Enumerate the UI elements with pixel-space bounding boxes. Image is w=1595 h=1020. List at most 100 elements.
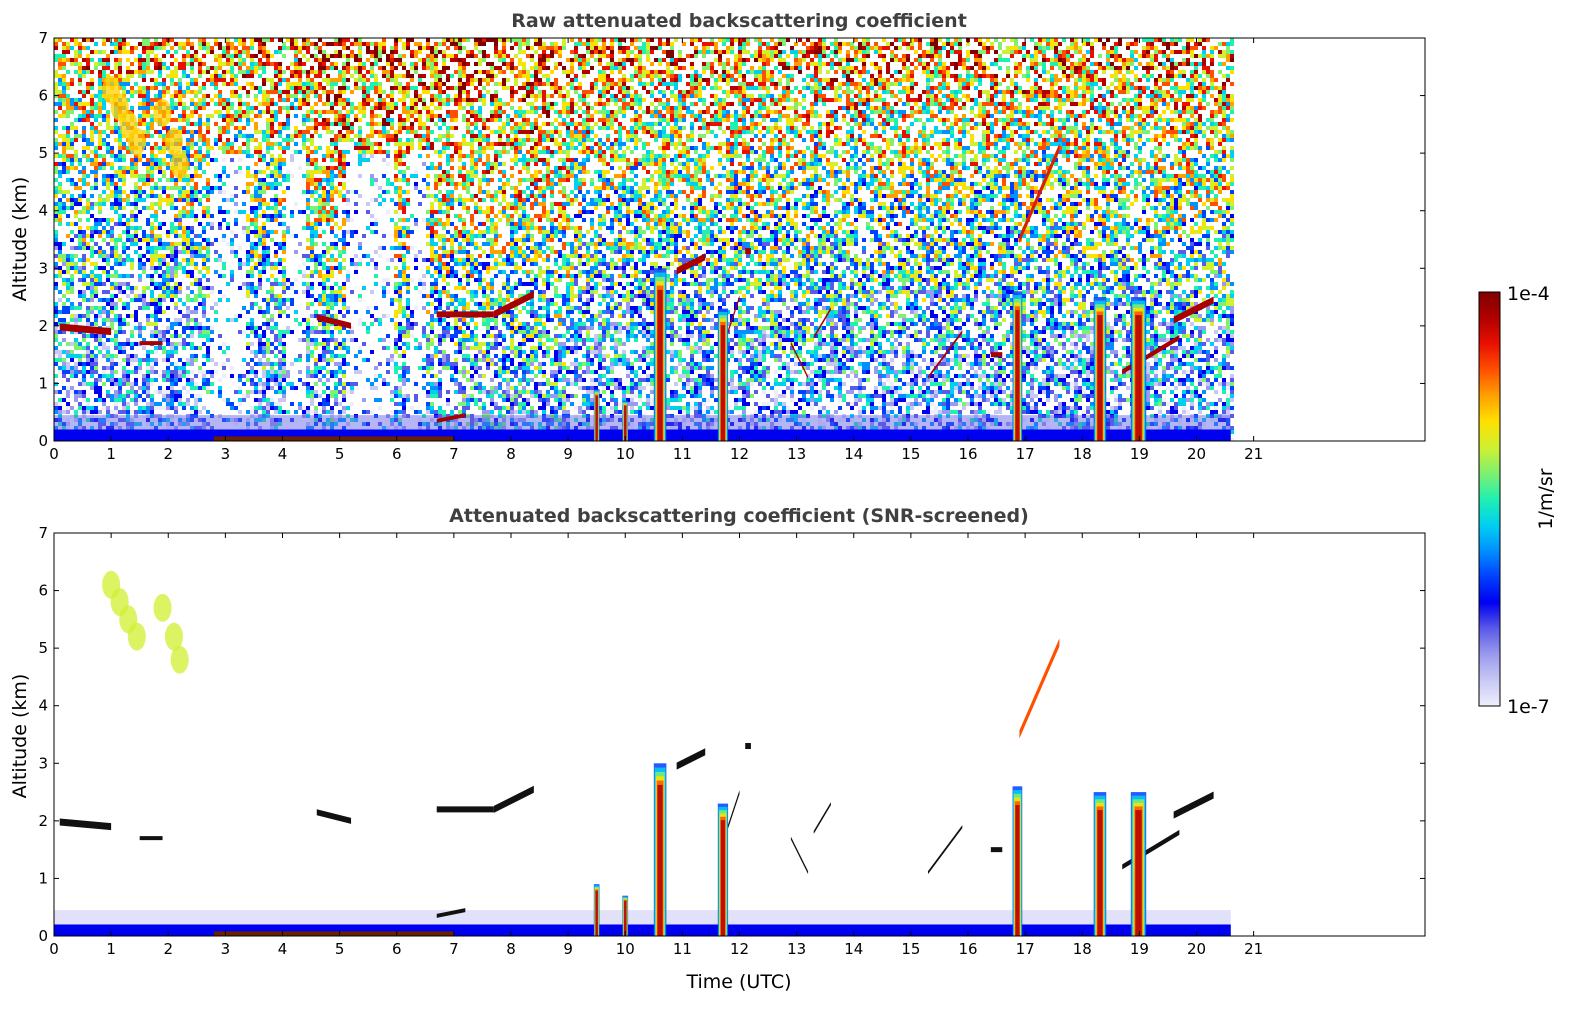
plume-blob <box>153 98 172 127</box>
x-tick-label: 18 <box>1073 445 1092 463</box>
x-tick-label: 9 <box>563 445 573 463</box>
x-tick-label: 15 <box>901 940 920 958</box>
colorbar-min-label: 1e-7 <box>1507 696 1550 718</box>
y-tick-label: 6 <box>38 87 48 105</box>
cloud-layer <box>139 836 163 841</box>
chart-title-screened: Attenuated backscattering coefficient (S… <box>449 505 1029 527</box>
cloud-layer <box>1019 638 1060 739</box>
x-tick-label: 11 <box>673 445 692 463</box>
cloud-layer <box>790 836 809 875</box>
panel-screened: Attenuated backscattering coefficient (S… <box>9 505 1426 993</box>
cloud-layer <box>316 314 352 329</box>
column-layer <box>595 395 598 441</box>
y-tick-label: 1 <box>38 374 48 392</box>
x-tick-label: 17 <box>1016 445 1035 463</box>
x-tick-label: 20 <box>1187 445 1206 463</box>
cloud-layer <box>676 253 706 275</box>
y-axis-label-raw: Altitude (km) <box>9 177 31 302</box>
surface-layer <box>54 429 1231 441</box>
column-layer <box>1015 805 1020 936</box>
column-layer <box>595 890 598 936</box>
cloud-layer <box>1019 143 1060 244</box>
convective-column <box>622 895 629 936</box>
x-tick-label: 3 <box>221 940 231 958</box>
y-tick-label: 4 <box>38 202 48 220</box>
convective-column <box>1130 792 1147 936</box>
convective-column <box>1012 786 1023 936</box>
column-layer <box>1135 810 1142 936</box>
cloud-layer <box>813 307 831 339</box>
plume-blob <box>127 622 146 651</box>
x-tick-label: 19 <box>1130 445 1149 463</box>
column-layer <box>657 784 663 936</box>
column-layer <box>624 405 627 441</box>
x-tick-label: 0 <box>49 445 59 463</box>
cloud-layer <box>728 790 740 829</box>
x-tick-label: 11 <box>673 940 692 958</box>
x-tick-label: 16 <box>958 940 977 958</box>
colorbar: 1e-4 1e-7 1/m/sr <box>1478 283 1557 718</box>
cloud-layer <box>59 818 112 831</box>
x-tick-label: 4 <box>278 940 288 958</box>
plume-blob <box>164 127 183 156</box>
cloud-layer <box>436 413 466 423</box>
y-tick-label: 5 <box>38 144 48 162</box>
colorbar-unit-label: 1/m/sr <box>1535 468 1557 529</box>
panel-raw: Raw attenuated backscattering coefficien… <box>9 10 1426 463</box>
plume-blob <box>127 127 146 156</box>
cloud-layer <box>1173 296 1214 324</box>
x-tick-label: 9 <box>563 940 573 958</box>
column-layer <box>720 325 726 441</box>
x-tick-label: 5 <box>335 940 345 958</box>
cloud-layer <box>436 806 494 813</box>
convective-column <box>593 884 600 936</box>
colorbar-max-label: 1e-4 <box>1507 283 1550 305</box>
surface-layer <box>54 924 1231 936</box>
y-tick-label: 3 <box>38 259 48 277</box>
x-tick-label: 1 <box>106 445 116 463</box>
x-tick-label: 17 <box>1016 940 1035 958</box>
colorbar-bar <box>1478 291 1501 707</box>
y-tick-label: 0 <box>38 927 48 945</box>
y-tick-label: 0 <box>38 432 48 450</box>
cloud-layer <box>316 809 352 824</box>
x-tick-label: 21 <box>1244 940 1263 958</box>
y-axis-label-screened: Altitude (km) <box>9 674 31 799</box>
column-layer <box>1015 310 1020 441</box>
x-tick-label: 6 <box>392 940 402 958</box>
cloud-layer <box>928 825 963 875</box>
x-tick-label: 10 <box>616 445 635 463</box>
cloud-layer <box>493 290 534 318</box>
x-tick-label: 1 <box>106 940 116 958</box>
convective-column <box>593 389 600 441</box>
x-axis-label: Time (UTC) <box>685 971 791 993</box>
plot-frame-screened <box>53 532 1426 937</box>
cloud-layer <box>928 330 963 380</box>
plume-blob <box>164 622 183 651</box>
y-tick-label: 7 <box>38 524 48 542</box>
convective-column <box>1093 792 1107 936</box>
column-layer <box>1097 810 1103 936</box>
x-tick-label: 4 <box>278 445 288 463</box>
x-tick-label: 10 <box>616 940 635 958</box>
screened-backscatter-field <box>54 570 1231 936</box>
cloud-layer <box>676 748 706 770</box>
axis-ticks-screened: 0 1 2 3 4 5 6 7 8 9 10 11 12 13 14 15 16 17 18 19 20 21012345… <box>38 524 1425 958</box>
plume-blob <box>170 645 189 674</box>
plume-blob <box>153 593 172 622</box>
axis-ticks-raw: 0 1 2 3 4 5 6 7 8 9 10 11 12 13 14 15 16 17 18 19 20 21012345… <box>38 29 1425 463</box>
chart-title-raw: Raw attenuated backscattering coefficien… <box>511 10 967 32</box>
x-tick-label: 19 <box>1130 940 1149 958</box>
x-tick-label: 3 <box>221 445 231 463</box>
convective-column <box>717 308 729 441</box>
cloud-layer <box>745 248 751 255</box>
convective-column <box>1093 297 1107 441</box>
x-tick-label: 5 <box>335 445 345 463</box>
cloud-layer <box>139 341 163 346</box>
x-tick-label: 12 <box>730 940 749 958</box>
plume-blob <box>170 150 189 179</box>
aerosol-surface-band <box>213 931 454 936</box>
x-tick-label: 8 <box>506 940 516 958</box>
y-tick-label: 6 <box>38 582 48 600</box>
